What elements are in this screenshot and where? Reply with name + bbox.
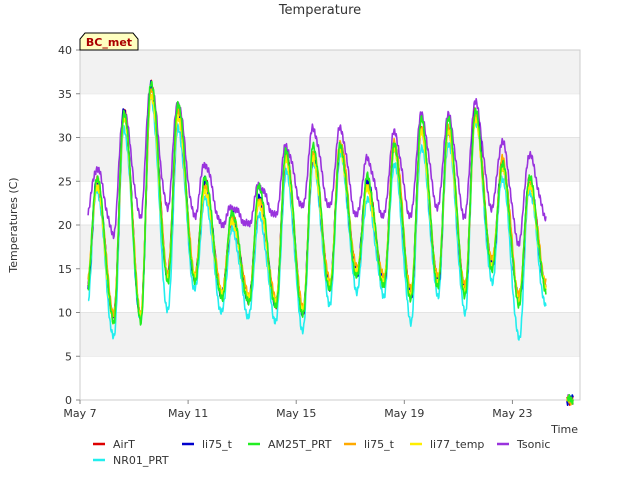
legend-item-li75-t-orange: li75_t: [344, 438, 395, 451]
legend-label: li75_t: [364, 438, 395, 451]
y-axis: 0 5 10 15 20 25 30 35 40: [58, 44, 80, 407]
legend-item-am25t-prt: AM25T_PRT: [248, 438, 332, 451]
legend-label: Tsonic: [516, 438, 550, 451]
y-axis-label: Temperatures (C): [7, 177, 20, 273]
site-label-box: BC_met: [79, 32, 139, 51]
y-tick-label: 35: [58, 88, 72, 101]
y-tick-label: 40: [58, 44, 72, 57]
legend-item-airt: AirT: [93, 438, 135, 451]
legend-label: AirT: [113, 438, 135, 451]
x-tick-label: May 23: [492, 407, 532, 420]
x-tick-label: May 11: [168, 407, 208, 420]
chart-title: Temperature: [278, 3, 361, 18]
y-tick-label: 20: [58, 219, 72, 232]
y-tick-label: 15: [58, 263, 72, 276]
x-tick-label: May 7: [63, 407, 96, 420]
legend-item-li75-t-blue: li75_t: [182, 438, 233, 451]
legend-item-nr01-prt: NR01_PRT: [93, 454, 169, 467]
series-lines: [87, 79, 574, 406]
x-axis-label: Time: [550, 423, 578, 436]
legend: AirT li75_t AM25T_PRT li75_t li77_temp Tsonic…: [93, 438, 550, 467]
legend-item-tsonic: Tsonic: [497, 438, 550, 451]
y-tick-label: 0: [65, 394, 72, 407]
legend-label: AM25T_PRT: [268, 438, 332, 451]
y-tick-label: 10: [58, 307, 72, 320]
legend-label: li75_t: [202, 438, 233, 451]
grid-band: [80, 225, 580, 269]
x-tick-label: May 15: [276, 407, 316, 420]
legend-label: NR01_PRT: [113, 454, 169, 467]
site-label-shape: [79, 32, 139, 51]
y-tick-label: 25: [58, 175, 72, 188]
series-line-am25t-prt: [87, 80, 574, 405]
x-tick-label: May 19: [384, 407, 424, 420]
y-tick-label: 5: [65, 350, 72, 363]
y-tick-label: 30: [58, 132, 72, 145]
x-axis: May 7 May 11 May 15 May 19 May 23: [63, 400, 533, 420]
legend-label: li77_temp: [430, 438, 484, 451]
site-label: BC_met: [86, 36, 132, 49]
legend-item-li77-temp: li77_temp: [410, 438, 484, 451]
grid-band: [80, 50, 580, 94]
grid-band: [80, 312, 580, 357]
